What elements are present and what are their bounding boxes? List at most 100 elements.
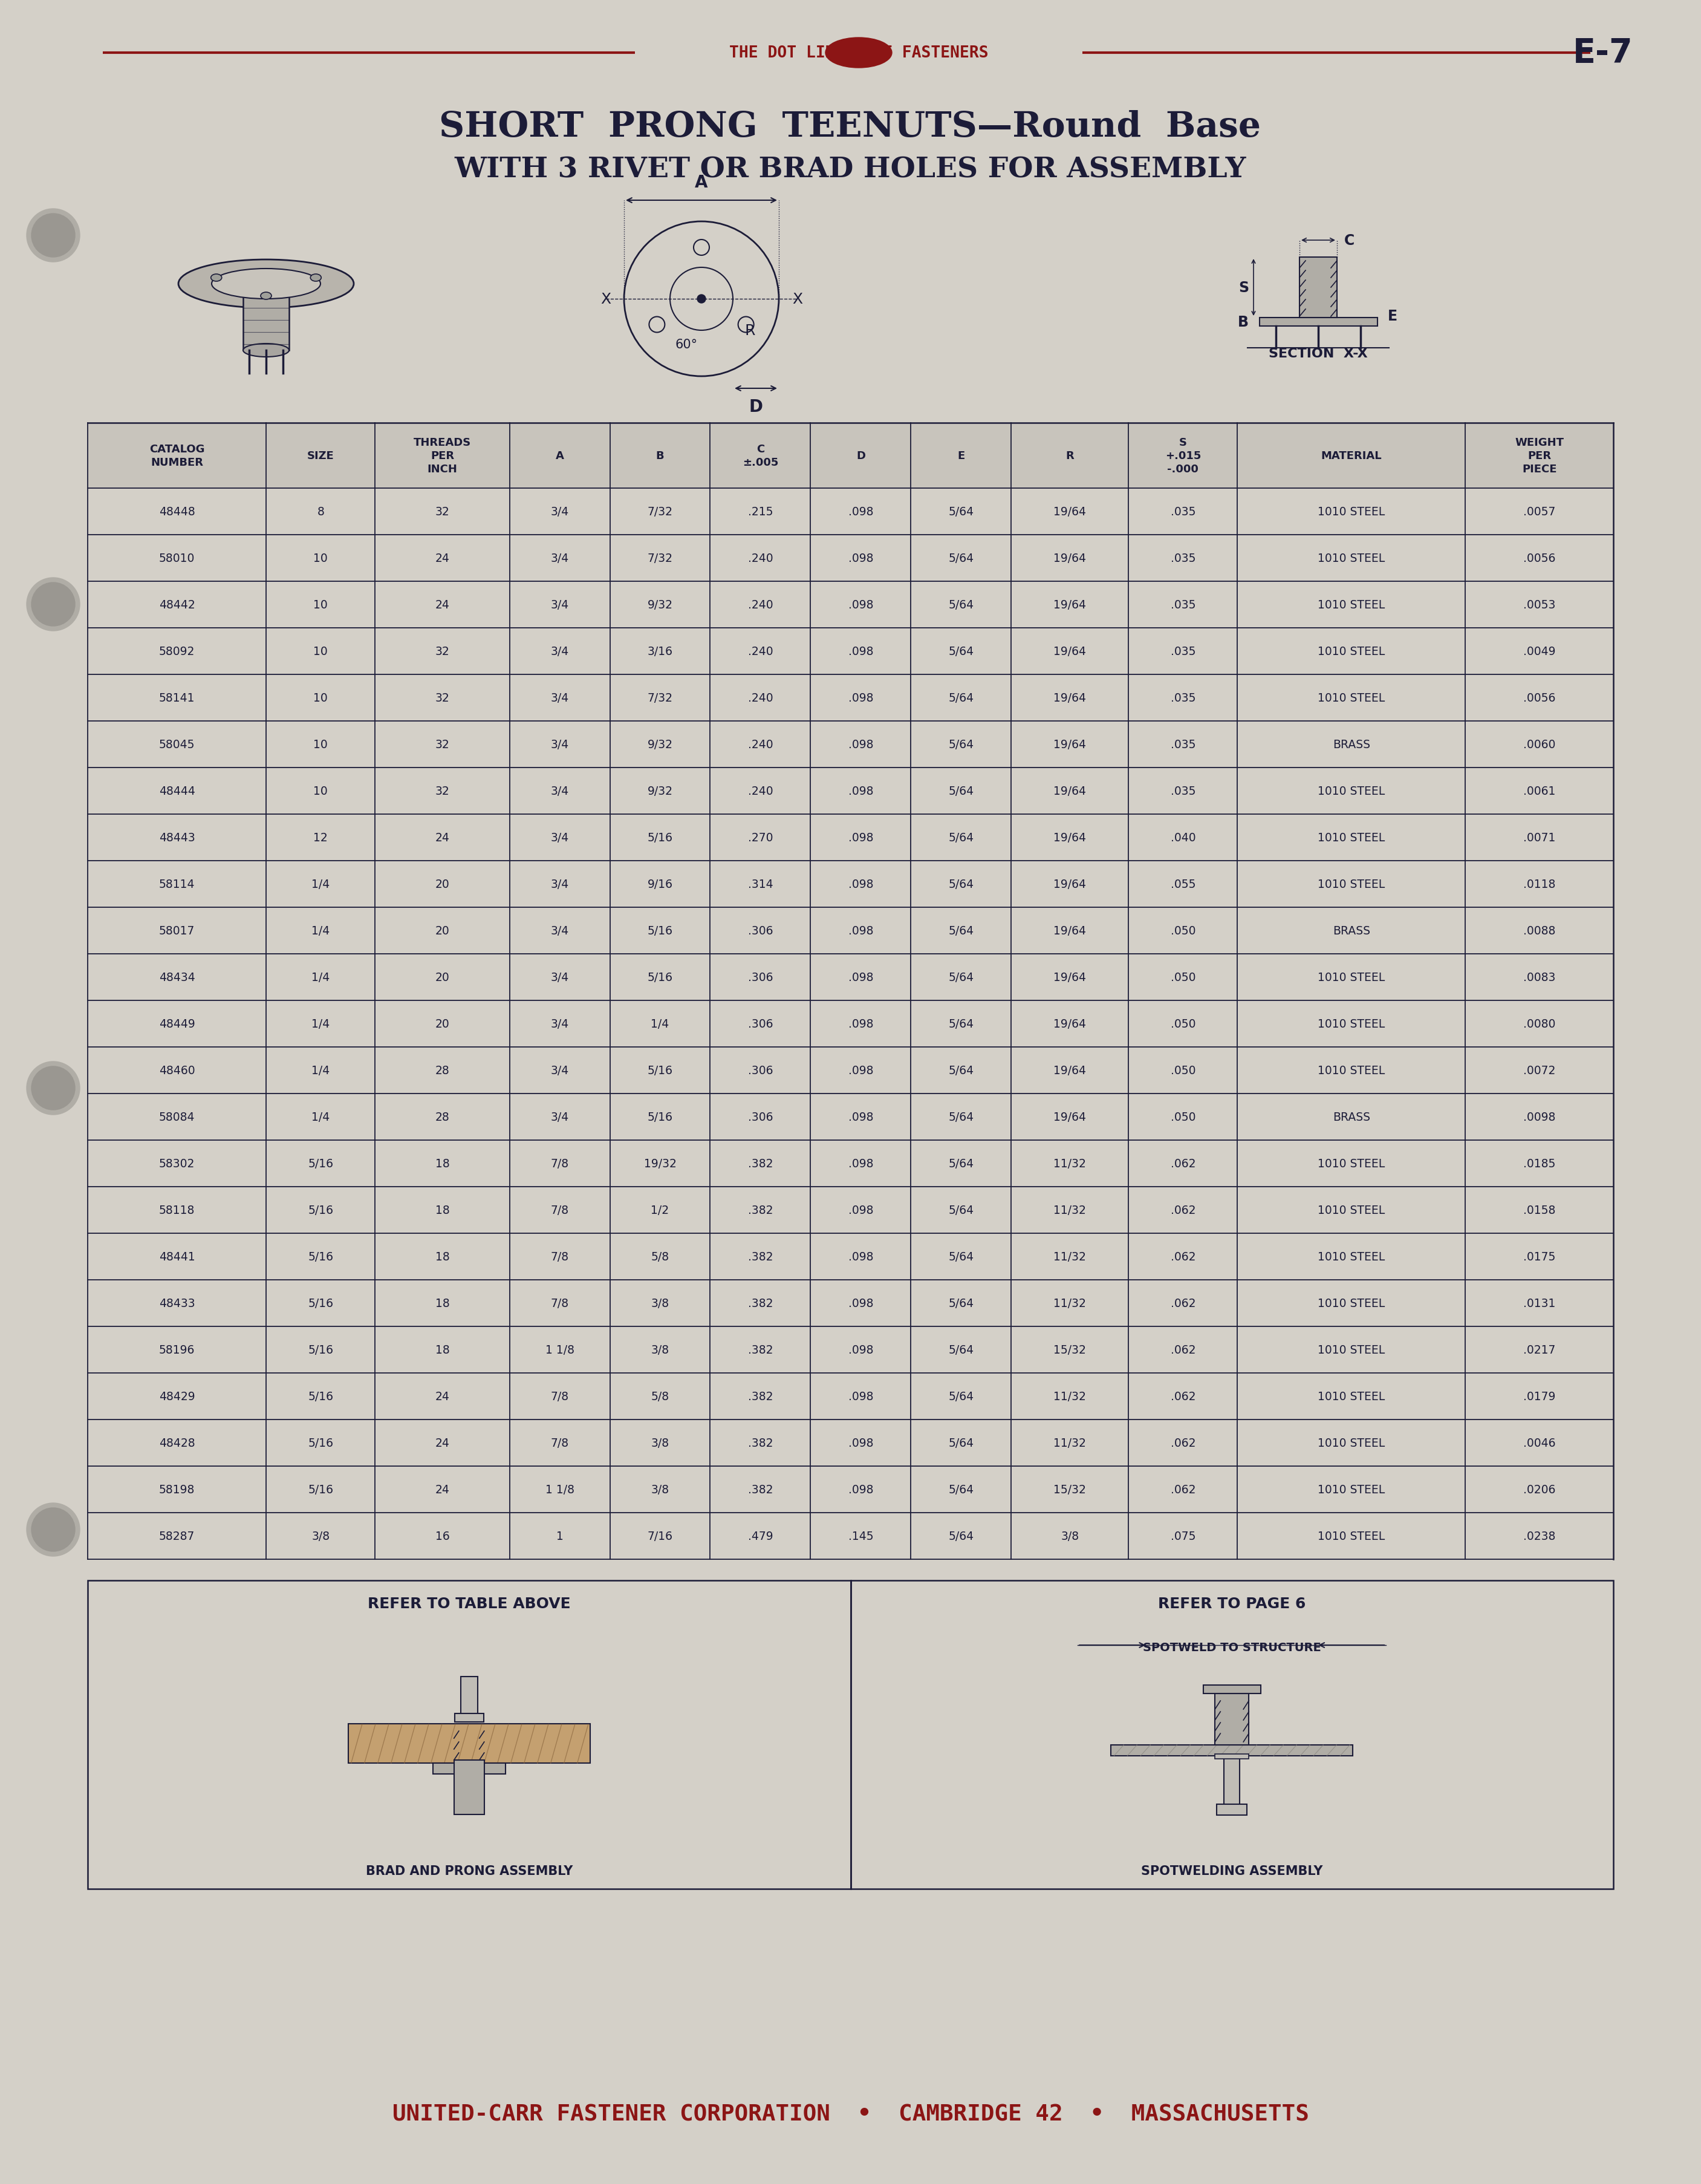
Text: .062: .062 [1170,1437,1196,1448]
Text: .0185: .0185 [1522,1158,1555,1168]
Text: 58045: 58045 [158,738,196,751]
Text: .240: .240 [748,553,772,563]
Text: 5/64: 5/64 [949,926,973,937]
Text: 48441: 48441 [158,1251,196,1262]
Text: THE DOT LINE   OF FASTENERS: THE DOT LINE OF FASTENERS [730,46,988,61]
Text: 5/16: 5/16 [648,1112,672,1123]
Text: .0056: .0056 [1522,692,1555,703]
Text: REFER TO TABLE ABOVE: REFER TO TABLE ABOVE [367,1597,570,1612]
Text: 1010 STEEL: 1010 STEEL [1318,553,1385,563]
Text: .050: .050 [1170,926,1196,937]
Text: .382: .382 [748,1437,772,1448]
Text: 19/64: 19/64 [1053,878,1087,891]
Text: 1/2: 1/2 [651,1203,668,1216]
Text: 3/4: 3/4 [551,553,568,563]
Text: 5/64: 5/64 [949,646,973,657]
Text: 5/8: 5/8 [651,1251,668,1262]
Text: CATALOG
NUMBER: CATALOG NUMBER [150,443,204,467]
Text: 11/32: 11/32 [1053,1251,1087,1262]
Text: .240: .240 [748,598,772,612]
Text: 58092: 58092 [158,646,196,657]
Text: .382: .382 [748,1158,772,1168]
Text: 1010 STEEL: 1010 STEEL [1318,646,1385,657]
Ellipse shape [825,37,891,68]
Text: 3/8: 3/8 [651,1483,668,1496]
Text: 5/16: 5/16 [648,972,672,983]
Text: 12: 12 [313,832,328,843]
Text: 48433: 48433 [158,1297,196,1308]
Text: 19/64: 19/64 [1053,832,1087,843]
Text: 18: 18 [435,1158,449,1168]
Text: .098: .098 [849,1483,873,1496]
Bar [243,284,289,352]
Text: 5/16: 5/16 [308,1483,333,1496]
Text: 19/64: 19/64 [1053,598,1087,612]
Text: .0071: .0071 [1522,832,1555,843]
Text: 48443: 48443 [158,832,196,843]
Text: 48434: 48434 [158,972,196,983]
Text: .035: .035 [1170,692,1196,703]
Text: 24: 24 [435,1483,449,1496]
Text: 5/16: 5/16 [308,1251,333,1262]
Text: X: X [793,293,803,306]
Text: 7/32: 7/32 [648,692,672,703]
Text: D: D [856,450,866,461]
Text: .0072: .0072 [1522,1066,1555,1077]
Text: 10: 10 [313,598,328,612]
Circle shape [27,1503,80,1557]
Text: BRASS: BRASS [1332,1112,1369,1123]
Text: .050: .050 [1170,1112,1196,1123]
Text: 24: 24 [435,553,449,563]
Text: .098: .098 [849,646,873,657]
Text: .075: .075 [1170,1531,1196,1542]
Text: 19/64: 19/64 [1053,1066,1087,1077]
Text: 10: 10 [313,553,328,563]
Bar [1216,1804,1247,1815]
Text: 24: 24 [435,832,449,843]
Ellipse shape [211,275,221,282]
Bar [850,1581,1613,1889]
Text: 7/32: 7/32 [648,553,672,563]
Text: 5/16: 5/16 [648,832,672,843]
Text: 9/32: 9/32 [648,738,672,751]
Text: 5/64: 5/64 [949,553,973,563]
Text: 1/4: 1/4 [311,972,330,983]
Text: 20: 20 [435,926,449,937]
Text: 7/8: 7/8 [551,1391,568,1402]
Text: 58017: 58017 [158,926,196,937]
Text: .240: .240 [748,692,772,703]
Text: .050: .050 [1170,1066,1196,1077]
Text: E: E [1388,308,1398,323]
Text: REFER TO PAGE 6: REFER TO PAGE 6 [1158,1597,1306,1612]
Text: .062: .062 [1170,1297,1196,1308]
Text: 7/8: 7/8 [551,1251,568,1262]
Text: .098: .098 [849,972,873,983]
Text: 1 1/8: 1 1/8 [544,1343,575,1356]
Text: 9/16: 9/16 [648,878,672,891]
Text: D: D [748,397,762,415]
Text: 1010 STEEL: 1010 STEEL [1318,692,1385,703]
Text: 24: 24 [435,1437,449,1448]
Text: 9/32: 9/32 [648,786,672,797]
Text: R: R [745,323,755,339]
Ellipse shape [310,275,321,282]
Text: 5/64: 5/64 [949,1066,973,1077]
Ellipse shape [211,269,320,299]
Text: 5/64: 5/64 [949,1531,973,1542]
Text: X: X [600,293,611,306]
Text: 11/32: 11/32 [1053,1437,1087,1448]
Text: 5/64: 5/64 [949,692,973,703]
Text: 3/4: 3/4 [551,832,568,843]
Bar [1259,319,1378,328]
Text: .098: .098 [849,926,873,937]
Text: 58118: 58118 [158,1203,196,1216]
Bar [454,1714,483,1721]
Text: 10: 10 [313,646,328,657]
Text: BRASS: BRASS [1332,926,1369,937]
Text: 3/8: 3/8 [311,1531,330,1542]
Text: .0131: .0131 [1522,1297,1555,1308]
Text: .098: .098 [849,832,873,843]
Text: .0206: .0206 [1522,1483,1555,1496]
Bar [349,1723,590,1762]
Ellipse shape [260,293,272,299]
